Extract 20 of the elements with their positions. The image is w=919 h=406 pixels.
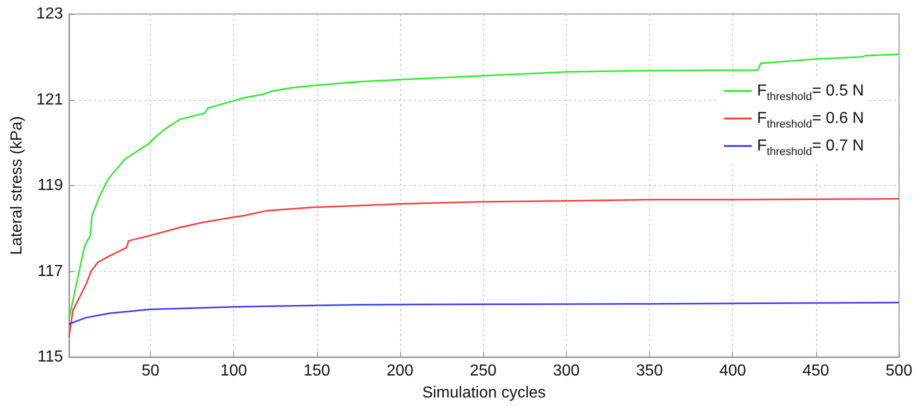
- line-series: [68, 198, 900, 338]
- y-tick-label: 123: [36, 6, 64, 22]
- x-tick-label: 100: [220, 362, 248, 380]
- line-series: [68, 302, 900, 325]
- x-tick-label: 500: [886, 362, 912, 380]
- x-tick-label: 250: [470, 362, 497, 380]
- y-tick-label: 121: [36, 91, 64, 108]
- y-axis-title: Lateral stress (kPa): [8, 116, 26, 255]
- x-tick-label: 350: [636, 362, 663, 380]
- y-tick-label: 115: [37, 348, 64, 366]
- y-tick-label: 119: [37, 177, 64, 194]
- x-tick-label: 50: [142, 362, 160, 380]
- x-axis-title: Simulation cycles: [422, 384, 546, 402]
- x-tick-label: 450: [802, 362, 830, 380]
- x-tick-label: 150: [303, 362, 330, 380]
- line-series: [68, 54, 900, 320]
- x-tick-label: 300: [552, 362, 580, 380]
- y-tick-label: 117: [37, 262, 64, 280]
- x-tick-label: 200: [386, 362, 414, 380]
- x-tick-label: 400: [719, 362, 746, 380]
